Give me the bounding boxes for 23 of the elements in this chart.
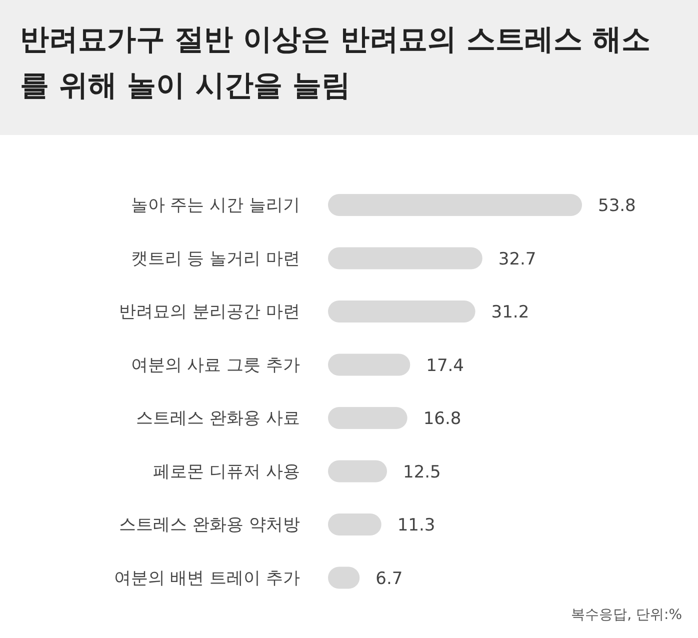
y-tick-label: 놀아 주는 시간 늘리기 [130, 196, 300, 216]
bar [328, 407, 408, 429]
bar [328, 300, 476, 322]
bar [328, 247, 482, 270]
y-tick-label: 여분의 사료 그릇 추가 [130, 355, 300, 376]
y-tick-label: 페로몬 디퓨저 사용 [153, 462, 300, 482]
y-tick-label: 스트레스 완화용 약처방 [119, 515, 300, 536]
data-label: 32.7 [498, 249, 536, 270]
text: 복수응답, 단위:% [571, 606, 682, 624]
data-label: 6.7 [376, 568, 403, 589]
data-label: 11.3 [397, 516, 436, 536]
y-tick-label: 캣트리 등 놀거리 마련 [130, 248, 300, 269]
data-label: 31.2 [491, 302, 530, 323]
bar [328, 354, 410, 376]
data-label: 12.5 [403, 462, 441, 482]
y-tick-label: 여분의 배변 트레이 추가 [114, 568, 300, 588]
data-label: 16.8 [423, 409, 462, 430]
data-label: 53.8 [598, 196, 636, 216]
y-tick-label: 스트레스 완화용 사료 [136, 408, 300, 429]
chart-title: 반려묘가구 절반 이상은 반려묘의 스트레스 해소를 위해 놀이 시간을 늘림 [20, 21, 652, 104]
bar [328, 194, 582, 216]
data-label: 17.4 [426, 356, 464, 376]
y-tick-label: 반려묘의 분리공간 마련 [119, 302, 300, 322]
